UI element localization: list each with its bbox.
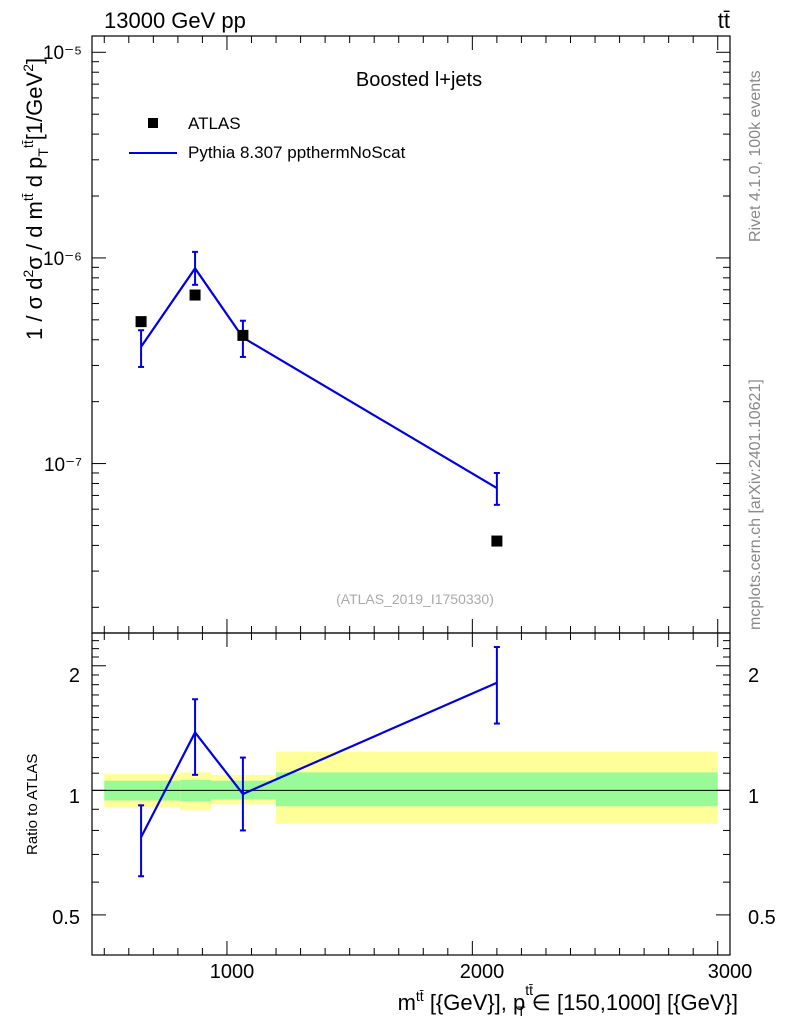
ratio-series	[138, 646, 500, 878]
main-axis-ticks	[92, 51, 730, 608]
mc-line	[140, 266, 498, 490]
x-tick-labels: 1000 2000 3000	[210, 961, 753, 983]
ratio-axis-ticks	[92, 640, 730, 916]
atlas-data-point	[491, 535, 503, 547]
x-tick-label-1000: 1000	[210, 961, 255, 983]
ratio-tick-label-0.5-right: 0.5	[748, 907, 776, 929]
atlas-data-point	[135, 316, 147, 328]
analysis-watermark: (ATLAS_2019_I1750330)	[336, 591, 494, 607]
ratio-mc-line	[140, 681, 498, 838]
ratio-y-tick-labels-left: 2 1 0.5	[52, 665, 80, 929]
main-series	[135, 250, 503, 547]
legend-data-marker	[148, 118, 158, 128]
main-y-axis-label: 1 / σ d2σ / d mtt̄ d pTtt̄[1/GeV2]	[20, 58, 51, 340]
y-tick-label-1e-5: 10⁻⁵	[43, 43, 82, 64]
legend: ATLAS Pythia 8.307 ppthermNoScat	[129, 114, 406, 162]
ratio-y-tick-labels-right: 2 1 0.5	[748, 665, 776, 929]
x-tick-label-3000: 3000	[708, 961, 753, 983]
atlas-data-point	[237, 329, 249, 341]
ratio-tick-label-1: 1	[69, 786, 80, 808]
main-y-tick-labels: 10⁻⁵ 10⁻⁶ 10⁻⁷	[43, 43, 82, 476]
ratio-uncertainty-bands	[104, 751, 718, 824]
y-tick-label-1e-7: 10⁻⁷	[44, 455, 82, 476]
ratio-tick-label-0.5: 0.5	[52, 907, 80, 929]
ratio-band-inner-3	[276, 772, 718, 807]
rivet-label: Rivet 4.1.0, 100k events	[747, 70, 764, 242]
x-axis-ticks	[103, 36, 719, 955]
process-label: tt̄	[718, 8, 730, 33]
x-axis-label: mtt̄ [{GeV}], ptt̄ T ∈ [150,1000] [{GeV}]	[398, 982, 738, 1019]
ratio-y-axis-label: Ratio to ATLAS	[24, 754, 41, 855]
ratio-tick-label-2: 2	[69, 665, 80, 687]
x-tick-label-2000: 2000	[460, 961, 505, 983]
y-tick-label-1e-6: 10⁻⁶	[43, 249, 82, 270]
mcplots-label: mcplots.cern.ch [arXiv:2401.10621]	[747, 379, 764, 630]
atlas-data-point	[189, 289, 201, 301]
legend-data-label: ATLAS	[188, 114, 241, 133]
ratio-tick-label-1-right: 1	[748, 786, 759, 808]
plot-title: Boosted l+jets	[356, 69, 482, 91]
energy-label: 13000 GeV pp	[104, 8, 246, 33]
legend-mc-label: Pythia 8.307 ppthermNoScat	[188, 143, 406, 162]
ratio-tick-label-2-right: 2	[748, 665, 759, 687]
ratio-plot-frame	[91, 632, 731, 956]
